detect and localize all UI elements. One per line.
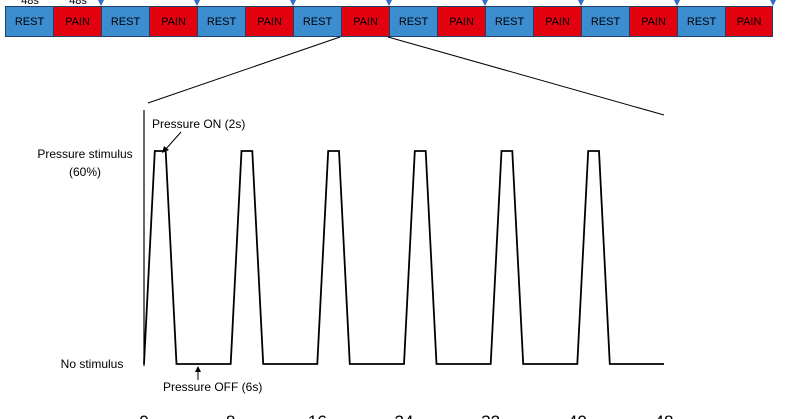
block-boundary-marker bbox=[578, 0, 584, 6]
pressure-on-arrowhead bbox=[162, 146, 169, 153]
x-tick-0: 0 bbox=[139, 412, 148, 419]
y-label-sixty-percent: (60%) bbox=[69, 165, 101, 179]
pain-block-12: PAIN bbox=[533, 6, 581, 37]
x-tick-40: 40 bbox=[568, 412, 587, 419]
block-boundary-marker bbox=[674, 0, 680, 6]
y-label-pressure-stimulus: Pressure stimulus bbox=[37, 147, 132, 161]
pressure-off-annotation: Pressure OFF (6s) bbox=[163, 380, 262, 394]
x-tick-8: 8 bbox=[226, 412, 235, 419]
pressure-on-arrow bbox=[164, 131, 182, 151]
y-label-no-stimulus: No stimulus bbox=[61, 357, 124, 371]
pressure-off-arrowhead bbox=[195, 366, 201, 372]
x-tick-16: 16 bbox=[308, 412, 327, 419]
pain-duration-label: 48s bbox=[69, 0, 87, 7]
block-boundary-marker bbox=[482, 0, 488, 6]
rest-duration-label: 48s bbox=[21, 0, 39, 7]
x-tick-24: 24 bbox=[395, 412, 414, 419]
zoom-line-left bbox=[147, 36, 341, 104]
block-boundary-marker bbox=[386, 0, 392, 6]
block-boundary-marker bbox=[194, 0, 200, 6]
pressure-on-annotation: Pressure ON (2s) bbox=[152, 117, 245, 131]
block-boundary-marker bbox=[290, 0, 296, 6]
block-boundary-marker bbox=[770, 0, 776, 6]
x-tick-labels: 0 8 16 24 32 40 48 bbox=[139, 412, 673, 419]
zoom-line-right bbox=[387, 36, 665, 116]
pressure-signal-line bbox=[143, 150, 664, 365]
x-tick-48: 48 bbox=[655, 412, 674, 419]
block-boundary-marker bbox=[98, 0, 104, 6]
rest-block-5: REST bbox=[197, 6, 245, 37]
x-tick-32: 32 bbox=[481, 412, 500, 419]
